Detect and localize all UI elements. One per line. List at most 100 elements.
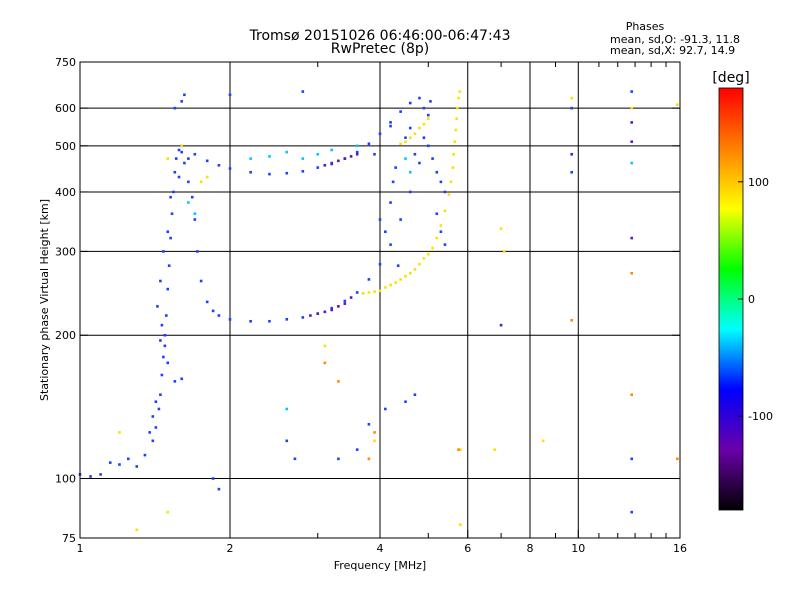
data-point <box>323 344 327 348</box>
data-point <box>151 439 155 443</box>
x-tick-label: 8 <box>527 542 534 555</box>
y-tick-label: 600 <box>55 102 76 115</box>
data-point <box>170 212 174 216</box>
data-point <box>429 100 432 103</box>
data-point <box>228 318 232 321</box>
data-point <box>228 93 232 97</box>
data-point <box>343 157 347 160</box>
data-point <box>439 180 443 184</box>
data-point <box>413 132 417 136</box>
data-point <box>367 422 371 426</box>
data-point <box>228 167 232 170</box>
data-point <box>454 128 458 132</box>
data-point <box>211 477 215 480</box>
data-point <box>452 152 455 156</box>
data-point <box>389 243 392 246</box>
y-tick-label: 100 <box>55 473 76 486</box>
data-point <box>337 159 340 163</box>
colorbar-tick-label: -100 <box>748 410 773 423</box>
data-point <box>630 457 634 461</box>
data-point <box>268 172 271 176</box>
data-point <box>173 170 177 174</box>
data-point <box>456 106 459 110</box>
data-point <box>399 218 402 221</box>
data-point <box>268 319 271 323</box>
data-point <box>367 457 371 461</box>
data-point <box>180 144 184 148</box>
data-point <box>408 190 412 194</box>
data-point <box>163 333 167 337</box>
data-point <box>422 122 426 126</box>
data-point <box>431 246 434 250</box>
y-tick-label: 750 <box>55 56 76 69</box>
data-point <box>418 262 421 266</box>
data-point <box>457 96 460 100</box>
data-point <box>173 380 177 383</box>
data-point <box>180 150 184 154</box>
data-point <box>166 287 170 291</box>
data-point <box>166 157 170 160</box>
data-point <box>418 161 421 165</box>
x-tick-label: 16 <box>673 542 687 555</box>
data-point <box>285 407 289 411</box>
y-tick-label: 400 <box>55 186 76 199</box>
data-point <box>162 250 165 253</box>
data-point <box>394 281 397 284</box>
data-point <box>630 121 634 124</box>
data-point <box>205 300 209 304</box>
data-point <box>323 164 327 167</box>
phases-legend-line-o: mean, sd,O: -91.3, 11.8 <box>610 33 740 46</box>
data-point <box>426 252 430 256</box>
data-point <box>630 393 634 397</box>
data-point <box>309 314 312 317</box>
data-point <box>422 136 426 140</box>
data-point <box>439 230 443 234</box>
data-point <box>394 166 397 169</box>
colorbar-tick-label: 100 <box>748 176 769 189</box>
data-point <box>187 201 190 204</box>
data-point <box>443 243 447 246</box>
data-point <box>160 373 164 377</box>
data-point <box>499 227 503 230</box>
data-point <box>154 400 158 404</box>
data-point <box>285 318 289 321</box>
data-point <box>426 144 430 148</box>
data-point <box>422 257 426 260</box>
data-point <box>172 190 175 194</box>
data-point <box>330 148 334 152</box>
colorbar-label: [deg] <box>712 70 749 86</box>
data-point <box>404 274 407 278</box>
data-point <box>630 106 634 110</box>
data-point <box>183 161 186 165</box>
data-point <box>343 302 347 305</box>
data-point <box>349 296 353 299</box>
data-point <box>316 166 320 169</box>
data-point <box>435 212 439 216</box>
data-point <box>217 487 221 491</box>
data-point <box>378 289 382 293</box>
data-point <box>193 212 197 216</box>
data-point <box>169 236 172 240</box>
data-point <box>443 209 447 213</box>
data-point <box>148 431 152 434</box>
data-point <box>413 268 417 271</box>
data-point <box>367 291 371 294</box>
data-point <box>293 457 297 461</box>
data-point <box>217 164 221 167</box>
data-point <box>151 415 155 418</box>
data-point <box>174 157 178 160</box>
colorbar-ticks: 100 0 -100 <box>738 176 773 423</box>
data-point <box>630 236 634 240</box>
data-point <box>373 431 376 434</box>
data-point <box>301 316 305 319</box>
data-point <box>199 180 203 184</box>
data-point <box>389 283 392 287</box>
chart-title: Tromsø 20151026 06:46:00-06:47:43 <box>249 28 511 44</box>
y-tick-label: 500 <box>55 140 76 153</box>
phases-legend-line-x: mean, sd,X: 92.7, 14.9 <box>610 44 735 57</box>
data-point <box>431 157 434 160</box>
data-point <box>408 271 412 275</box>
data-point <box>373 152 376 156</box>
data-point <box>570 106 573 110</box>
data-point <box>630 161 634 165</box>
